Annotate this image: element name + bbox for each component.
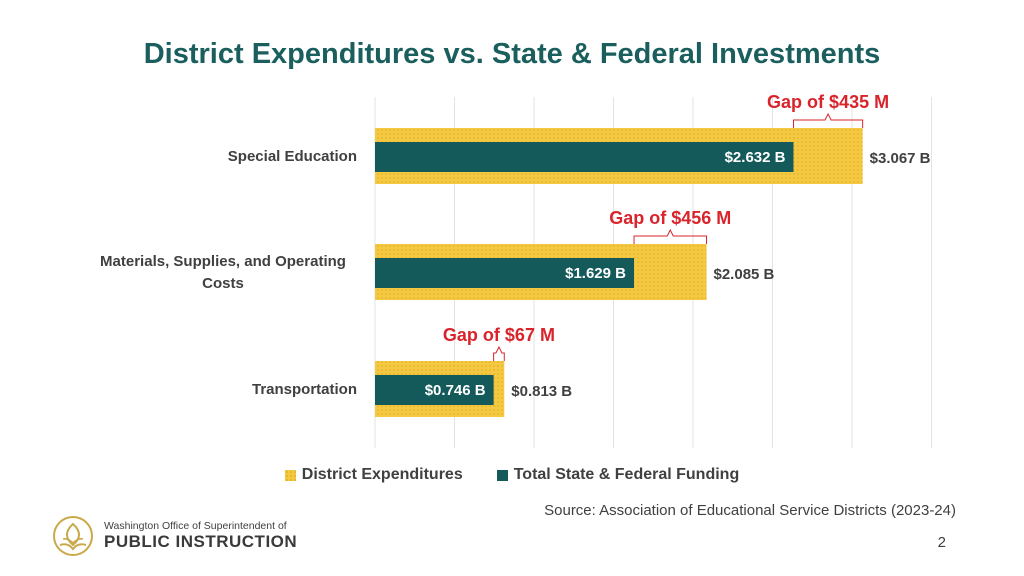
legend-label-district: District Expenditures (301, 466, 463, 483)
category-label: Materials, Supplies, and Operating (100, 253, 346, 270)
bar-state-federal-funding (375, 142, 794, 172)
gap-bracket (633, 228, 708, 244)
category-label: Costs (202, 275, 244, 292)
bar-state-federal-funding (375, 258, 635, 288)
data-label-funding: $2.632 B (725, 149, 786, 166)
data-label-district: $0.813 B (511, 383, 572, 400)
bar-state-federal-funding (375, 375, 494, 405)
data-label-district: $3.067 B (870, 150, 931, 167)
ospi-emblem-icon (53, 516, 93, 556)
bar-chart: Special Education $2.632 B $3.067 B Gap of … (100, 92, 932, 448)
data-label-funding: $0.746 B (425, 382, 486, 399)
gap-label: Gap of $456 M (609, 208, 731, 228)
gap-bracket (493, 345, 505, 361)
logo-line-1: Washington Office of Superintendent of (104, 520, 287, 532)
category-label: Transportation (252, 381, 357, 398)
logo-line-2: PUBLIC INSTRUCTION (104, 532, 298, 551)
gap-label: Gap of $67 M (443, 325, 555, 345)
legend-item-funding: Total State & Federal Funding (496, 466, 740, 484)
ospi-logo: Washington Office of Superintendent of P… (52, 515, 297, 557)
data-label-funding: $1.629 B (565, 265, 626, 282)
source-note: Source: Association of Educational Servi… (544, 502, 956, 519)
legend-swatch-district (284, 469, 296, 481)
logo-text: Washington Office of Superintendent of P… (104, 520, 297, 552)
chart-title: District Expenditures vs. State & Federa… (143, 38, 881, 70)
gap-label: Gap of $435 M (767, 92, 889, 112)
legend: District Expenditures Total State & Fede… (0, 466, 1024, 484)
page-number: 2 (937, 534, 946, 551)
legend-item-district: District Expenditures (284, 466, 463, 484)
legend-label-funding: Total State & Federal Funding (513, 466, 740, 483)
category-label: Special Education (228, 148, 357, 165)
gap-bracket (792, 112, 864, 128)
legend-swatch-funding (496, 469, 508, 481)
data-label-district: $2.085 B (714, 266, 775, 283)
